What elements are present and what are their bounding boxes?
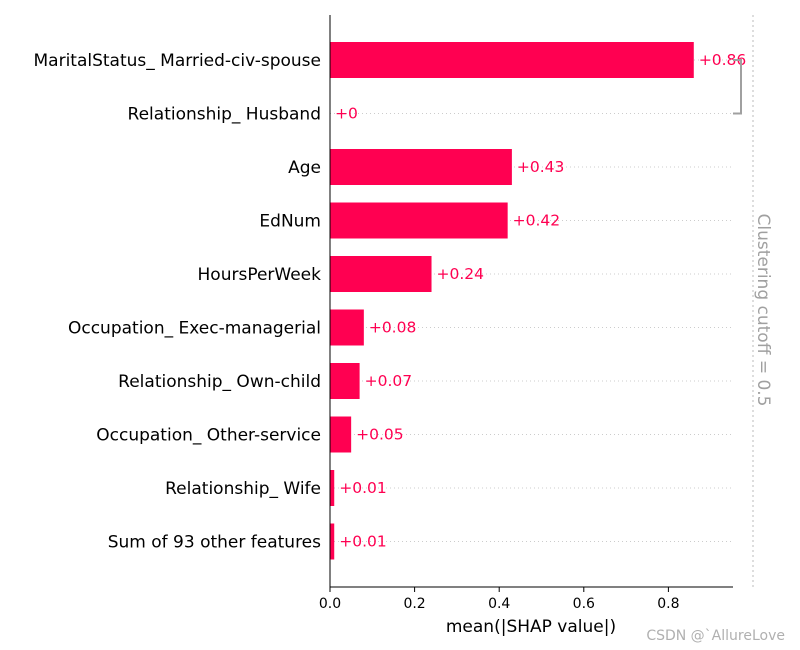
gridlines	[330, 59, 733, 542]
value-label: +0	[335, 105, 358, 123]
value-label: +0.07	[365, 372, 413, 390]
feature-label: Relationship_ Husband	[128, 105, 321, 125]
value-label: +0.86	[699, 51, 747, 69]
feature-label: HoursPerWeek	[198, 265, 322, 285]
x-tick-label: 0.4	[488, 596, 510, 612]
x-tick-label: 0.2	[403, 596, 425, 612]
bars	[330, 42, 694, 560]
bar	[330, 256, 432, 292]
feature-label: Occupation_ Exec-managerial	[68, 319, 321, 339]
x-axis-title: mean(|SHAP value|)	[446, 617, 616, 637]
bar	[330, 42, 694, 78]
feature-label: Relationship_ Own-child	[118, 372, 321, 392]
value-label: +0.24	[437, 265, 485, 283]
bar	[330, 309, 364, 346]
feature-label: Sum of 93 other features	[108, 533, 321, 553]
clustering-cutoff-label: Clustering cutoff = 0.5	[753, 213, 773, 406]
value-label: +0.42	[513, 212, 561, 230]
feature-label: Age	[288, 158, 321, 178]
value-label: +0.43	[517, 158, 565, 176]
x-tick-label: 0.0	[319, 596, 341, 612]
value-labels: +0.86 +0 +0.43 +0.42 +0.24 +0.08 +0.07 +0.05 +0.…	[335, 51, 746, 551]
feature-label: MaritalStatus_ Married-civ-spouse	[34, 51, 322, 71]
feature-label: Relationship_ Wife	[165, 479, 321, 499]
value-label: +0.01	[339, 533, 387, 551]
x-axis: 0.0 0.2 0.4 0.6 0.8	[319, 15, 733, 612]
cluster-bracket-line	[733, 59, 742, 115]
x-tick-label: 0.6	[573, 596, 595, 612]
value-label: +0.01	[339, 479, 387, 497]
feature-label: EdNum	[259, 212, 321, 232]
bar	[330, 363, 360, 399]
feature-label: Occupation_ Other-service	[96, 426, 321, 446]
watermark: CSDN @`AllureLove	[646, 628, 785, 644]
x-tick-label: 0.8	[657, 596, 679, 612]
value-label: +0.05	[356, 426, 404, 444]
bar	[330, 202, 508, 239]
feature-labels: MaritalStatus_ Married-civ-spouse Relatio…	[34, 51, 322, 553]
value-label: +0.08	[369, 319, 417, 337]
bar	[330, 149, 512, 185]
bar	[330, 470, 335, 506]
bar	[330, 523, 335, 560]
cluster-bracket	[733, 59, 742, 115]
bar	[330, 416, 352, 453]
